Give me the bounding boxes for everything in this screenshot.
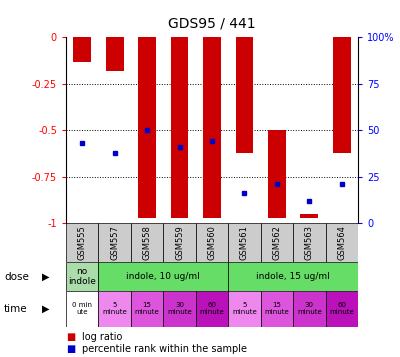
Text: 5
minute: 5 minute [232,302,257,315]
Text: log ratio: log ratio [82,332,122,342]
Text: ■: ■ [66,332,75,342]
Bar [228,262,358,291]
Bar [138,37,156,217]
Bar [66,291,98,327]
Text: 0 min
ute: 0 min ute [72,302,92,315]
Text: 60
minute: 60 minute [330,302,354,315]
Bar [268,130,286,217]
Text: percentile rank within the sample: percentile rank within the sample [82,344,247,354]
Text: indole, 10 ug/ml: indole, 10 ug/ml [126,272,200,281]
Text: GSM564: GSM564 [337,225,346,260]
Text: 15
minute: 15 minute [135,302,160,315]
Text: GSM559: GSM559 [175,225,184,260]
Bar [163,223,196,262]
Text: dose: dose [4,272,29,282]
Text: GDS95 / 441: GDS95 / 441 [168,16,256,30]
Bar [66,223,98,262]
Bar [203,37,221,217]
Bar [293,291,326,327]
Bar [73,37,91,62]
Text: GSM561: GSM561 [240,225,249,260]
Text: GSM562: GSM562 [272,225,281,260]
Bar [106,37,124,71]
Text: GSM563: GSM563 [305,225,314,260]
Bar [261,291,293,327]
Text: ▶: ▶ [42,272,50,282]
Text: time: time [4,304,28,314]
Bar [228,223,261,262]
Bar [163,291,196,327]
Bar [98,291,131,327]
Bar [228,291,261,327]
Text: 60
minute: 60 minute [200,302,224,315]
Text: 15
minute: 15 minute [264,302,289,315]
Text: GSM558: GSM558 [143,225,152,260]
Bar [98,223,131,262]
Text: ■: ■ [66,344,75,354]
Bar [98,262,228,291]
Text: no
indole: no indole [68,267,96,286]
Text: ▶: ▶ [42,304,50,314]
Text: 30
minute: 30 minute [167,302,192,315]
Text: GSM557: GSM557 [110,225,119,260]
Text: GSM555: GSM555 [78,225,87,260]
Bar [171,37,188,217]
Text: indole, 15 ug/ml: indole, 15 ug/ml [256,272,330,281]
Bar [333,37,351,152]
Bar [293,223,326,262]
Bar [131,291,163,327]
Bar [236,37,253,152]
Bar [326,291,358,327]
Text: 30
minute: 30 minute [297,302,322,315]
Bar [261,223,293,262]
Text: GSM560: GSM560 [208,225,216,260]
Bar [66,262,98,291]
Bar [131,223,163,262]
Text: 5
minute: 5 minute [102,302,127,315]
Bar [196,291,228,327]
Bar [196,223,228,262]
Bar [326,223,358,262]
Bar [300,214,318,217]
